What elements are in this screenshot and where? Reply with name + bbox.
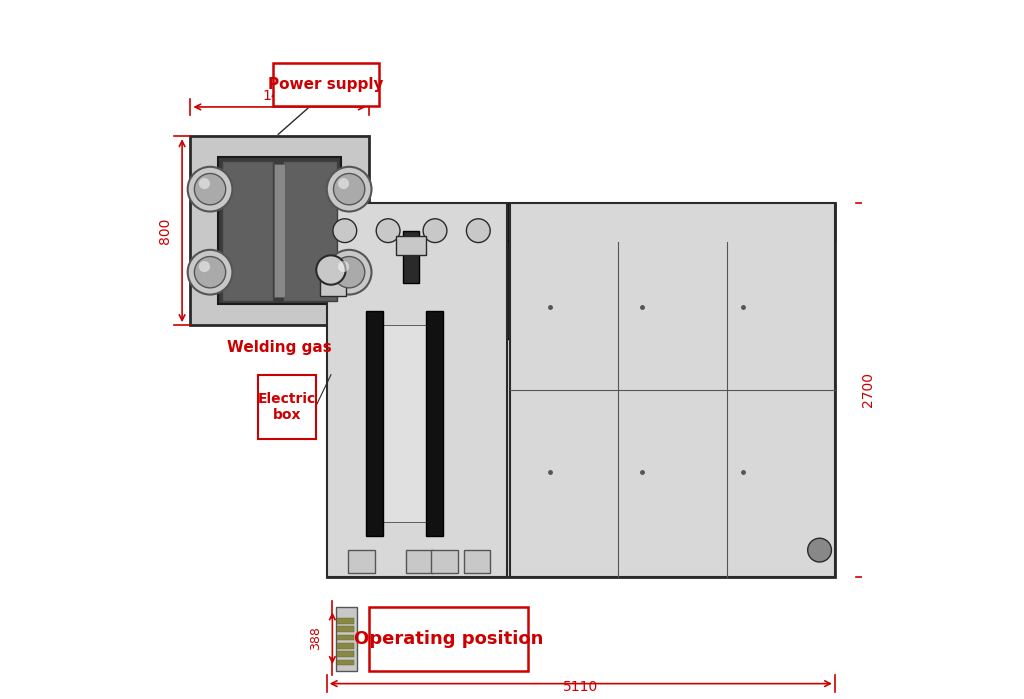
Bar [383,325,426,521]
Circle shape [199,178,210,189]
Circle shape [376,219,400,243]
Text: Welding gas: Welding gas [227,340,332,355]
Text: 5110: 5110 [563,680,598,694]
Circle shape [808,538,831,562]
Circle shape [195,257,225,288]
Bar [402,231,419,283]
Bar [336,607,356,671]
Circle shape [327,167,372,212]
Circle shape [327,250,372,294]
Bar [273,63,379,106]
Bar [337,643,354,649]
Text: 1400: 1400 [262,89,297,103]
Bar [337,651,354,657]
Bar [369,607,528,671]
Bar [348,550,375,573]
Text: Operating position: Operating position [353,630,543,648]
Bar [337,660,354,665]
Circle shape [316,255,346,284]
Bar [190,136,369,325]
Bar [395,236,426,255]
Bar [327,203,835,577]
Bar [464,550,490,573]
Bar [426,311,442,535]
Circle shape [466,219,490,243]
Bar [431,550,458,573]
Text: Power supply: Power supply [268,77,384,92]
Circle shape [338,178,349,189]
Bar [327,203,507,577]
Text: 388: 388 [309,626,322,650]
Circle shape [187,250,232,294]
Circle shape [334,173,365,205]
Bar [218,157,341,304]
Bar [222,161,272,301]
Circle shape [199,261,210,272]
Circle shape [187,167,232,212]
Text: 2700: 2700 [861,372,876,408]
Bar [327,203,835,241]
Bar [337,618,354,624]
Bar [258,375,315,439]
Bar [337,635,354,640]
Bar [479,241,573,339]
Circle shape [195,173,225,205]
Bar [407,550,433,573]
Bar [319,274,346,296]
Circle shape [334,257,365,288]
Circle shape [333,219,356,243]
Bar [367,311,383,535]
Bar [337,626,354,632]
Circle shape [338,261,349,272]
Text: 800: 800 [158,217,172,244]
Bar [274,164,285,297]
Circle shape [423,219,446,243]
Bar [283,161,337,301]
Text: Electric
box: Electric box [258,391,316,422]
Bar [510,203,835,577]
